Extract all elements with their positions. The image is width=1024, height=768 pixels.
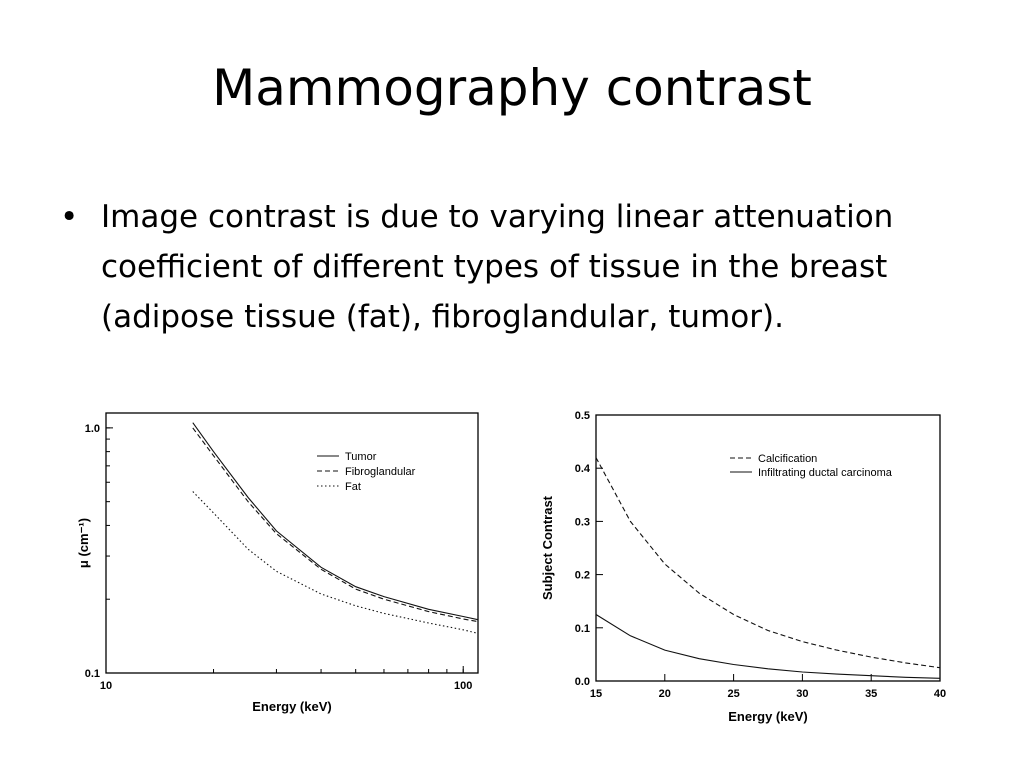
series-line-calcification <box>595 457 941 669</box>
legend-label: Infiltrating ductal carcinoma <box>758 467 893 479</box>
x-tick-label: 100 <box>454 680 472 692</box>
x-tick-label: 20 <box>659 688 671 700</box>
x-tick-label: 10 <box>100 680 112 692</box>
y-tick-label: 0.1 <box>575 623 590 635</box>
legend-label: Fat <box>345 481 361 493</box>
x-tick-label: 40 <box>934 688 946 700</box>
x-tick-label: 30 <box>796 688 808 700</box>
series-line-fat <box>192 491 479 634</box>
legend-label: Tumor <box>345 451 377 463</box>
y-tick-label: 0.5 <box>575 410 590 422</box>
y-axis-title: μ (cm⁻¹) <box>76 518 91 568</box>
slide-title: Mammography contrast <box>212 59 812 117</box>
subject-contrast-chart: 15 20 25 30 35 40 0.0 0.1 0.2 0.3 0.4 0.5 Energy (ke… <box>540 410 946 724</box>
legend-label: Calcification <box>758 453 817 465</box>
bullet-marker: • <box>60 199 79 235</box>
y-tick-label: 0.4 <box>575 463 591 475</box>
y-tick-label: 1.0 <box>85 423 100 435</box>
x-axis-title: Energy (keV) <box>728 709 807 724</box>
plot-frame <box>105 412 479 674</box>
x-tick-label: 15 <box>590 688 602 700</box>
series-line-tumor <box>192 422 479 621</box>
y-tick-label: 0.0 <box>575 676 590 688</box>
x-tick-label: 35 <box>865 688 877 700</box>
y-tick-label: 0.3 <box>575 516 590 528</box>
y-tick-label: 0.2 <box>575 570 590 582</box>
plot-frame <box>595 414 941 682</box>
x-axis-title: Energy (keV) <box>252 699 331 714</box>
series-line-fibroglandular <box>192 427 479 623</box>
series-line-infiltrating-ductal-carcinoma <box>595 614 941 679</box>
x-tick-label: 25 <box>727 688 739 700</box>
attenuation-chart: 10 100 0.1 1.0 Energy (keV) μ (cm⁻¹) Tumor Fibr… <box>76 412 479 714</box>
legend-label: Fibroglandular <box>345 466 416 478</box>
y-tick-label: 0.1 <box>85 668 100 680</box>
y-axis-title: Subject Contrast <box>540 495 555 600</box>
bullet-text: Image contrast is due to varying linear … <box>101 199 894 335</box>
